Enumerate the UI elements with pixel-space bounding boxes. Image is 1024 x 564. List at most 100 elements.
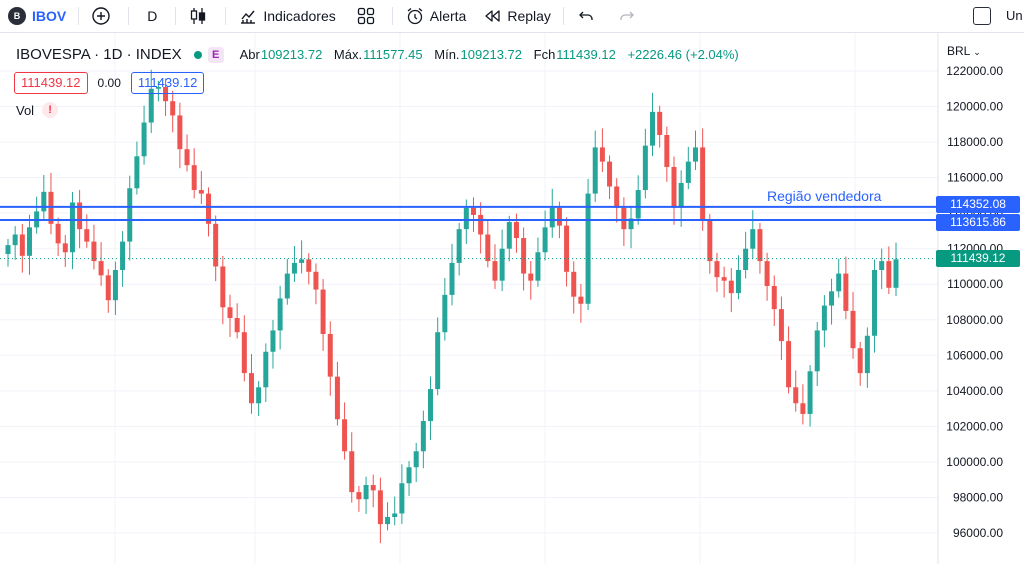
candle-body [155,86,161,89]
indicators-icon [238,6,258,26]
candle-body [757,229,763,262]
candle-body [857,348,863,374]
toolbar-divider [128,7,130,25]
candle-body [220,266,226,308]
candle-body [843,273,849,311]
candle-body [535,252,541,281]
warning-icon[interactable]: ! [42,102,59,118]
zone-annotation-label[interactable]: Região vendedora [767,188,882,204]
candle-body [499,248,505,281]
candle-body [299,259,305,263]
candle-body [12,234,18,246]
toolbar-divider [225,7,227,25]
templates-button[interactable] [344,0,388,32]
market-open-dot-icon [193,50,202,59]
candle-body [399,483,405,514]
symbol-logo-icon: B [8,7,26,25]
toolbar-checkbox[interactable] [973,7,991,25]
y-tick-label: 102000.00 [946,419,1003,433]
candle-body [91,241,97,262]
candle-body [463,207,469,230]
candle-body [513,222,519,239]
candle-body [607,161,613,187]
undo-button[interactable] [568,0,609,32]
plus-circle-icon [91,6,111,26]
earnings-badge[interactable]: E [207,46,224,63]
price-axis-labels: 96000.00 98000.00 100000.00 102000.00 104000… [946,64,1003,540]
chart-type-button[interactable] [180,0,221,32]
price-chart[interactable]: 96000.00 98000.00 100000.00 102000.00 104000… [0,33,1024,564]
candle-body [879,261,885,271]
candle-body [84,229,90,242]
candle-body [163,86,169,102]
candle-body [750,229,756,249]
sell-price-box[interactable]: 111439.12 [14,72,88,94]
redo-button[interactable] [609,0,650,32]
candle-body [685,161,691,183]
candle-body [62,243,68,253]
candle-body [349,451,355,493]
candle-body [628,218,634,230]
candle-body [778,309,784,342]
candle-body [191,165,197,191]
price-axis[interactable] [938,33,1024,564]
candle-body [284,273,290,299]
y-tick-label: 96000.00 [953,526,1003,540]
candle-body [263,351,269,388]
annotation-lines[interactable] [0,205,938,260]
candle-body [363,485,369,500]
trade-price-boxes: 111439.12 0.00 111439.12 [14,72,205,94]
candle-body [549,207,555,228]
candle-body [571,271,577,297]
candle-body [807,371,813,414]
y-tick-label: 104000.00 [946,384,1003,398]
low-value: 109213.72 [460,47,522,62]
interval-label: D [147,8,158,24]
candle-body [435,332,441,390]
high-value: 111577.45 [363,47,423,62]
candle-body [206,193,212,224]
candle-body [26,227,32,256]
last-price-tag: 111439.12 [936,250,1020,268]
candle-body [599,147,605,162]
candle-body [657,111,663,135]
candle-body [313,271,319,290]
candle-body [635,190,641,219]
candle-body [578,296,584,304]
candle-body [714,261,720,278]
candle-body [506,222,512,249]
indicators-label: Indicadores [263,8,336,24]
toolbar-divider [78,7,80,25]
legend-title: IBOVESPA · 1D · INDEX [16,46,182,63]
replay-button[interactable]: Replay [474,0,559,32]
alert-label: Alerta [429,8,467,24]
y-tick-label: 100000.00 [946,455,1003,469]
indicators-button[interactable]: Indicadores [230,0,343,32]
candle-body [793,387,799,404]
compare-symbol-button[interactable] [83,0,124,32]
upper-line-price-tag: 114352.08 [936,195,1020,213]
buy-price-box[interactable]: 111439.12 [130,72,205,94]
change-value: +2226.46 (+2.04%) [627,47,739,62]
y-tick-label: 118000.00 [947,135,1003,149]
interval-button[interactable]: D [133,0,171,32]
candle-body [821,305,827,331]
candle-body [184,149,190,166]
candle-body [886,261,892,288]
ohlc-values: Abr109213.72 Máx.111577.45 Mín.109213.72… [240,47,747,62]
candle-body [148,88,154,123]
candle-body [420,421,426,452]
candle-body [256,387,262,404]
currency-selector[interactable]: BRL ⌄ [947,44,981,58]
candle-body [428,389,434,422]
spread-value: 0.00 [97,76,121,90]
candle-body [385,517,391,525]
candle-body [800,403,806,414]
symbol-search-button[interactable]: B IBOV [0,0,74,32]
alert-button[interactable]: Alerta [397,0,475,32]
candle-body [41,191,47,212]
candle-body [592,147,598,194]
candle-body [564,225,570,272]
candle-body [234,317,240,333]
candle-body [370,485,376,491]
